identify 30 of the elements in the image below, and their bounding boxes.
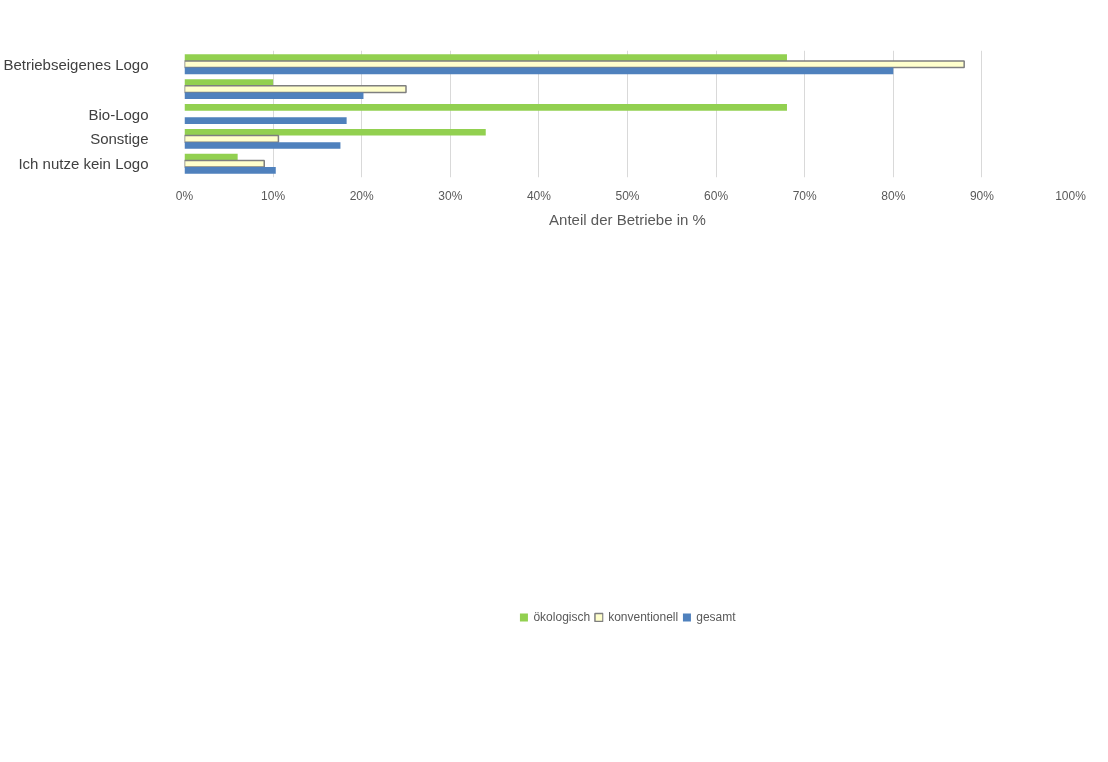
x-tick-label: 30% bbox=[438, 188, 463, 203]
x-tick-label: 20% bbox=[349, 188, 375, 203]
bar bbox=[184, 117, 347, 124]
legend-label: gesamt bbox=[696, 609, 736, 624]
bar bbox=[184, 167, 276, 174]
x-tick-label: 90% bbox=[969, 188, 995, 203]
x-tick-label: 0% bbox=[175, 188, 194, 203]
bar bbox=[184, 142, 341, 149]
x-tick-label: 70% bbox=[792, 188, 818, 203]
bar bbox=[184, 128, 486, 136]
bar bbox=[184, 67, 894, 75]
legend-label: konventionell bbox=[608, 609, 679, 624]
bar bbox=[184, 92, 364, 100]
x-tick-label: 40% bbox=[526, 188, 552, 203]
bar bbox=[184, 104, 787, 111]
x-tick-label: 100% bbox=[1055, 188, 1087, 203]
y-tick-label: Betriebseigenes Logo bbox=[3, 55, 149, 73]
legend-label: ökologisch bbox=[533, 609, 591, 624]
bar bbox=[184, 60, 965, 69]
x-tick-label: 80% bbox=[881, 188, 906, 203]
y-tick-label: Sonstige bbox=[90, 130, 149, 148]
x-tick-label: 50% bbox=[615, 188, 640, 203]
x-axis-title: Anteil der Betriebe in % bbox=[549, 210, 706, 228]
y-tick-label: Bio-Logo bbox=[88, 105, 149, 123]
x-tick-label: 60% bbox=[704, 188, 729, 203]
bar bbox=[184, 79, 274, 86]
bar bbox=[184, 54, 787, 61]
bar bbox=[184, 153, 238, 161]
y-tick-label: Ich nutze kein Logo bbox=[18, 155, 149, 173]
x-tick-label: 10% bbox=[261, 188, 286, 203]
